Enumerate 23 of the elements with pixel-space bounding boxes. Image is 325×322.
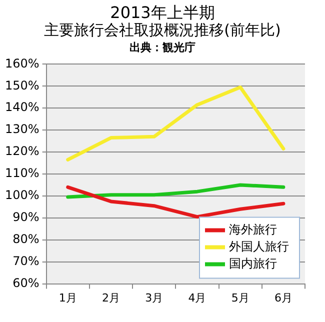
y-tick-label: 150% <box>4 78 40 93</box>
legend-label: 海外旅行 <box>229 222 277 237</box>
y-tick-label: 120% <box>4 144 40 158</box>
chart-subtitle: 主要旅行会社取扱概況推移(前年比) <box>43 21 282 40</box>
x-tick-label: 2月 <box>102 292 120 305</box>
x-tick-label: 1月 <box>58 292 77 305</box>
y-tick-label: 70% <box>12 254 40 268</box>
x-tick-label: 3月 <box>145 292 164 305</box>
y-tick-label: 80% <box>12 232 40 246</box>
x-tick-label: 4月 <box>188 292 206 305</box>
y-tick-label: 130% <box>4 122 40 136</box>
y-tick-label: 90% <box>12 210 40 224</box>
source-note: 出典：観光庁 <box>128 40 196 54</box>
chart-title: 2013年上半期 <box>109 2 216 22</box>
y-tick-label: 110% <box>4 166 40 180</box>
x-tick-label: 6月 <box>274 292 292 305</box>
y-tick-label: 140% <box>4 100 40 115</box>
x-tick-label: 5月 <box>231 292 250 305</box>
legend-label: 外国人旅行 <box>229 240 289 254</box>
y-tick-label: 100% <box>4 188 40 202</box>
y-tick-label: 160% <box>4 56 40 71</box>
y-tick-label: 60% <box>12 276 40 290</box>
legend-label: 国内旅行 <box>229 256 277 271</box>
